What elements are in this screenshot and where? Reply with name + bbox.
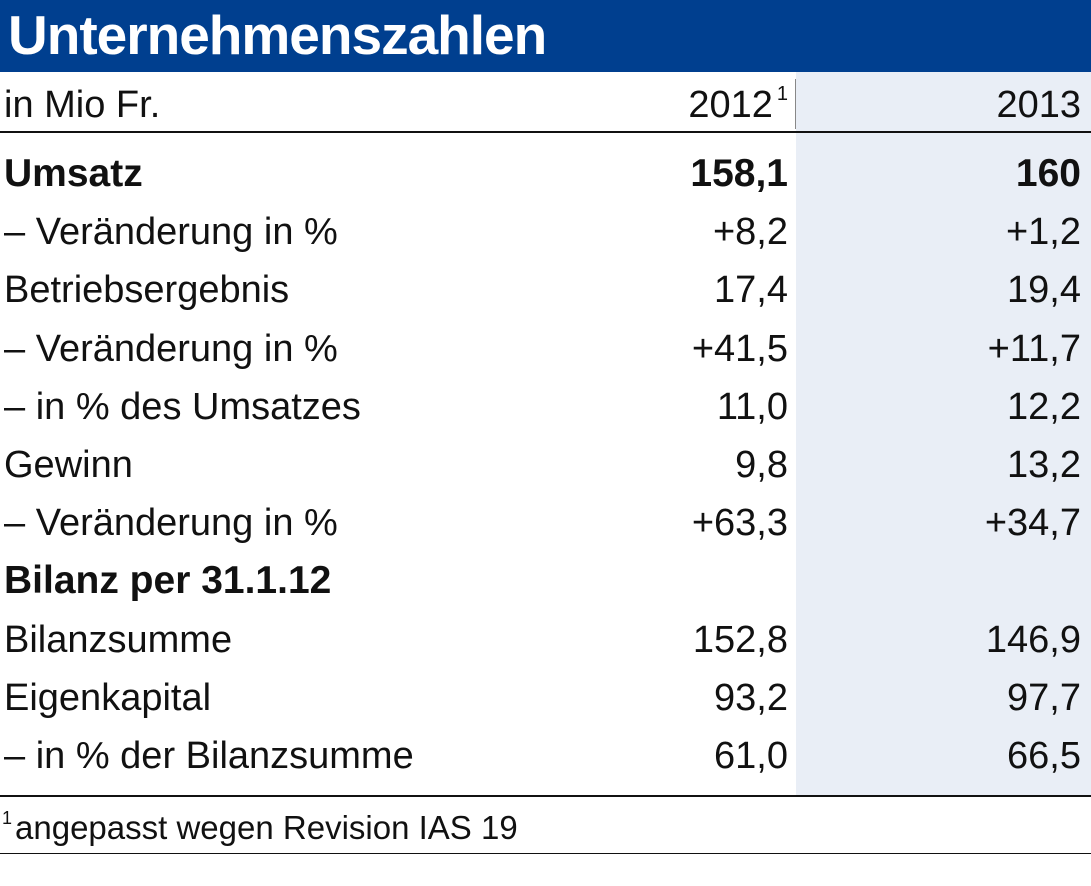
column-header-2013: 2013 bbox=[996, 84, 1081, 126]
value-2013: +34,7 bbox=[984, 502, 1081, 544]
row-label: Betriebsergebnis bbox=[4, 269, 290, 311]
value-2012: 93,2 bbox=[714, 677, 788, 719]
row-label: Eigenkapital bbox=[4, 677, 212, 719]
value-2013: 13,2 bbox=[1007, 444, 1081, 486]
table-row: – in % des Umsatzes 11,0 12,2 bbox=[0, 378, 1091, 436]
column-header-2012-text: 2012 bbox=[688, 84, 773, 126]
table-row: Gewinn 9,8 13,2 bbox=[0, 436, 1091, 494]
table-row: – Veränderung in % +41,5 +11,7 bbox=[0, 320, 1091, 378]
row-label: Bilanz per 31.1.12 bbox=[4, 559, 332, 602]
value-2012: 158,1 bbox=[690, 152, 788, 195]
table-row: – Veränderung in % +8,2 +1,2 bbox=[0, 203, 1091, 261]
value-2013: 97,7 bbox=[1007, 677, 1081, 719]
value-2012: 17,4 bbox=[714, 269, 788, 311]
table-row: Umsatz 158,1 160 bbox=[0, 145, 1091, 203]
row-label: – in % der Bilanzsumme bbox=[4, 735, 414, 777]
table-row: Bilanz per 31.1.12 bbox=[0, 552, 1091, 610]
value-2013: +1,2 bbox=[1005, 211, 1081, 253]
value-2012: +8,2 bbox=[712, 211, 788, 253]
footnote: 1angepasst wegen Revision IAS 19 bbox=[2, 803, 518, 853]
value-2013: 19,4 bbox=[1007, 269, 1081, 311]
table-bottom-rule bbox=[0, 795, 1091, 797]
table-title: Unternehmenszahlen bbox=[8, 4, 547, 66]
value-2012: 152,8 bbox=[692, 619, 788, 661]
row-label: Bilanzsumme bbox=[4, 619, 233, 661]
value-2012: 11,0 bbox=[716, 386, 788, 428]
value-2012: 9,8 bbox=[735, 444, 788, 486]
value-2013: 66,5 bbox=[1007, 735, 1081, 777]
row-label: Umsatz bbox=[4, 152, 143, 195]
value-2012: +41,5 bbox=[691, 328, 788, 370]
value-2013: 160 bbox=[1015, 152, 1081, 195]
column-header-2012: 2012 1 bbox=[688, 76, 788, 134]
table-row: Eigenkapital 93,2 97,7 bbox=[0, 669, 1091, 727]
row-label: – Veränderung in % bbox=[4, 502, 338, 544]
table-row: Bilanzsumme 152,8 146,9 bbox=[0, 611, 1091, 669]
value-2012: 61,0 bbox=[714, 735, 788, 777]
table-row: – in % der Bilanzsumme 61,0 66,5 bbox=[0, 727, 1091, 785]
title-bar: Unternehmenszahlen bbox=[0, 0, 1091, 72]
header-rule bbox=[0, 131, 1091, 133]
row-label: – Veränderung in % bbox=[4, 211, 338, 253]
footnote-rule bbox=[0, 853, 1091, 854]
row-label: Gewinn bbox=[4, 444, 133, 486]
row-label: – in % des Umsatzes bbox=[4, 386, 361, 428]
table-row: – Veränderung in % +63,3 +34,7 bbox=[0, 494, 1091, 552]
header-row: in Mio Fr. 2012 1 2013 bbox=[0, 76, 1091, 134]
value-2012: +63,3 bbox=[691, 502, 788, 544]
value-2013: +11,7 bbox=[987, 328, 1081, 370]
table-row: Betriebsergebnis 17,4 19,4 bbox=[0, 261, 1091, 319]
value-2013: 12,2 bbox=[1007, 386, 1081, 428]
value-2013: 146,9 bbox=[985, 619, 1081, 661]
column-2013-shade bbox=[796, 72, 1091, 796]
unit-label: in Mio Fr. bbox=[4, 84, 161, 126]
column-divider bbox=[795, 79, 796, 129]
footnote-mark: 1 bbox=[2, 808, 13, 828]
footnote-text: angepasst wegen Revision IAS 19 bbox=[15, 809, 518, 846]
footnote-mark-2012: 1 bbox=[776, 83, 788, 105]
row-label: – Veränderung in % bbox=[4, 328, 338, 370]
